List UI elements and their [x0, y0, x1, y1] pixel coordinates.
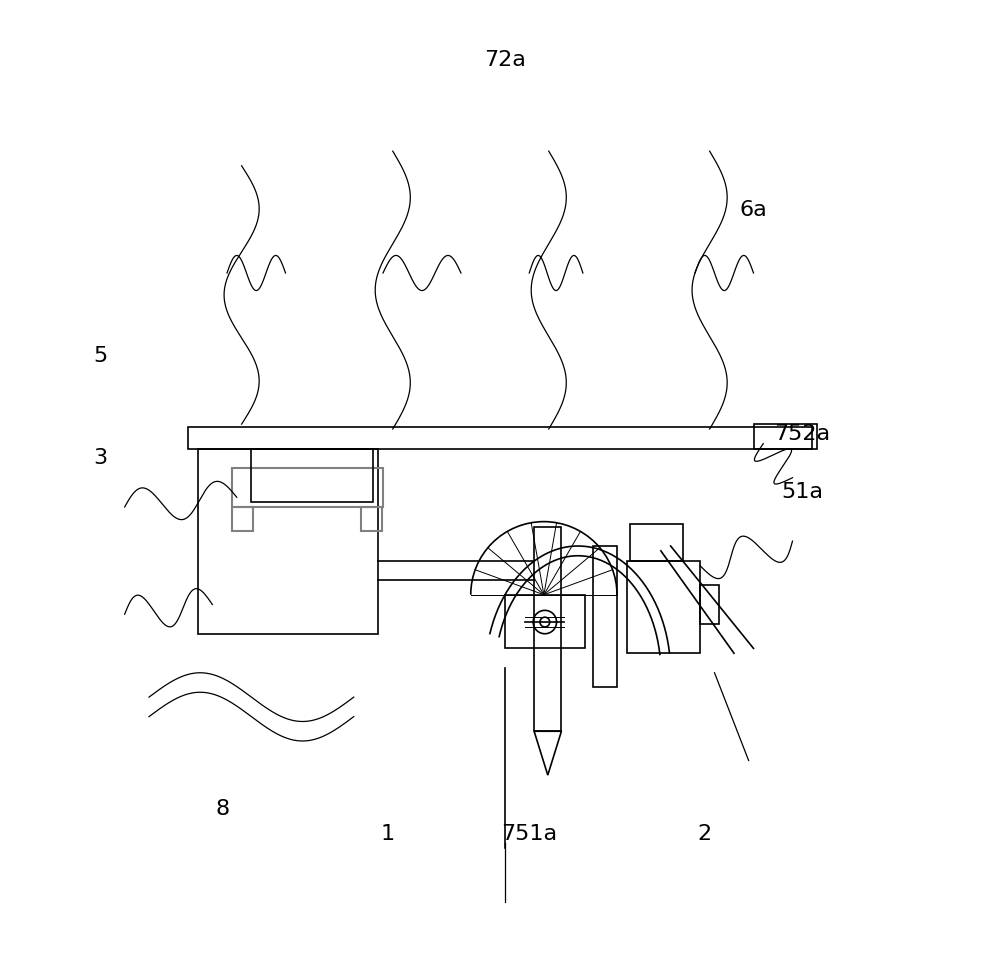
Text: 3: 3	[93, 448, 107, 468]
Text: 2: 2	[698, 824, 712, 843]
Text: 751a: 751a	[501, 824, 557, 843]
Text: 8: 8	[215, 800, 229, 819]
Text: 752a: 752a	[774, 424, 830, 444]
Text: 5: 5	[93, 346, 107, 366]
Text: 72a: 72a	[484, 51, 526, 70]
Text: 6a: 6a	[740, 200, 767, 219]
Text: 51a: 51a	[781, 483, 823, 502]
Text: 1: 1	[381, 824, 395, 843]
